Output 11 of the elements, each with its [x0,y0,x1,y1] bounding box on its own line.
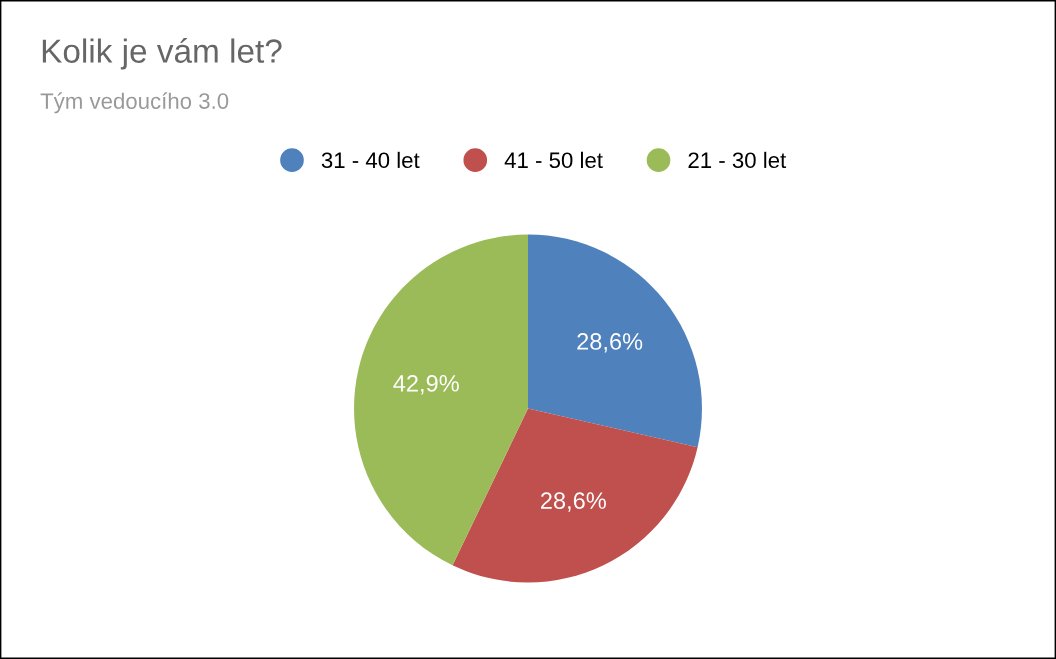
legend-label: 31 - 40 let [321,151,420,169]
data-label: 28,6% [577,333,643,353]
data-label: 42,9% [393,374,459,395]
chart-title: Kolik je vám let? [42,38,282,70]
data-label: 28,6% [541,492,606,512]
legend-label: 21 - 30 let [688,151,787,169]
legend-label: 41 - 50 let [504,151,603,169]
pie-slice [452,408,698,583]
pie-slice [354,234,528,566]
chart-subtitle: Tým vedoucího 3.0 [40,92,229,114]
pie-slice [528,234,702,448]
